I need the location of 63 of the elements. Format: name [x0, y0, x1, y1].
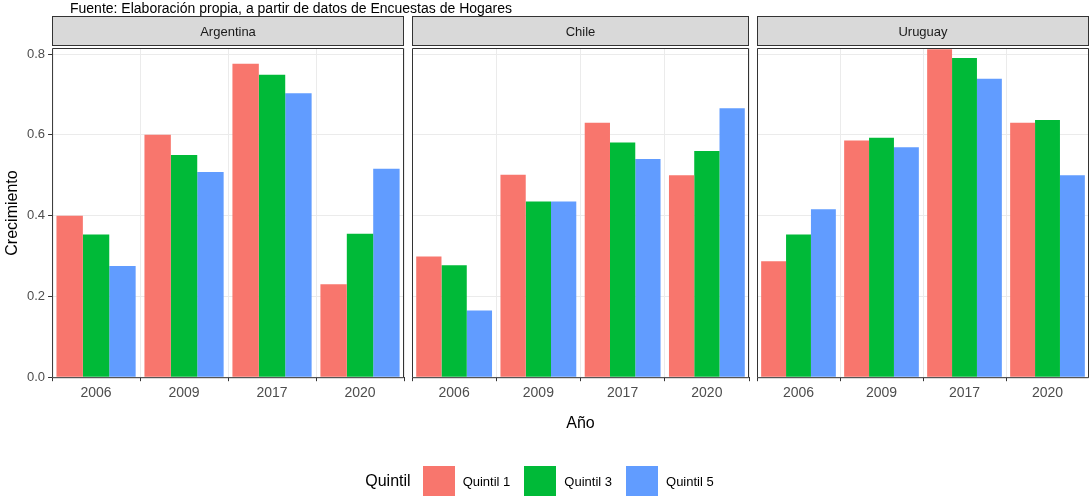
bar [285, 93, 312, 377]
y-tick-label: 0.6 [26, 126, 46, 142]
x-tick-label: 2006 [438, 384, 470, 401]
bar [82, 234, 110, 377]
bar [441, 265, 467, 377]
x-tick-label: 2006 [782, 384, 815, 401]
bar [197, 172, 224, 377]
chart-title: Chile [412, 16, 749, 46]
bar [761, 261, 787, 377]
bar [109, 266, 136, 377]
bar [584, 122, 610, 377]
bar [893, 147, 919, 377]
x-tick-label: 2020 [344, 384, 376, 401]
legend-label: Quintil 3 [564, 473, 613, 489]
x-tick-label: 2009 [865, 384, 898, 401]
x-tick-label: 2006 [80, 384, 112, 401]
y-tick-label: 0.4 [26, 207, 46, 223]
bar [1010, 122, 1036, 377]
chart-title: Argentina [52, 16, 404, 46]
bar [976, 78, 1002, 377]
bar [56, 215, 83, 377]
bar [232, 63, 259, 377]
source-note: Fuente: Elaboración propia, a partir de datos de Encuestas de Hogares [70, 0, 513, 16]
legend-title: Quintil [365, 472, 411, 490]
bar [694, 151, 720, 377]
bar [952, 58, 977, 377]
bar [719, 108, 745, 377]
x-axis-title: Año [565, 414, 596, 432]
y-tick-label: 0.0 [26, 368, 46, 384]
bar [869, 137, 894, 377]
x-tick-label: 2020 [1031, 384, 1064, 401]
bar [258, 74, 286, 377]
bar [373, 168, 400, 377]
x-tick-label: 2020 [691, 384, 723, 401]
bar [551, 201, 577, 377]
x-tick-label: 2017 [607, 384, 639, 401]
legend-label: Quintil 1 [462, 473, 511, 489]
x-tick-label: 2017 [256, 384, 288, 401]
bar [416, 256, 442, 377]
bar [668, 175, 695, 377]
bar [1035, 119, 1060, 377]
bar [1059, 175, 1085, 377]
bar [525, 201, 552, 377]
bar [927, 49, 953, 377]
bar [844, 140, 870, 377]
bar [466, 310, 493, 377]
y-axis-title: Crecimiento [3, 169, 21, 256]
x-tick-label: 2009 [522, 384, 555, 401]
x-tick-label: 2009 [168, 384, 200, 401]
chart-title: Uruguay [757, 16, 1089, 46]
x-tick-label: 2017 [948, 384, 981, 401]
bar [170, 155, 198, 377]
bar [346, 233, 374, 377]
bar [144, 134, 171, 377]
y-tick-label: 0.2 [26, 287, 46, 303]
bar [609, 142, 636, 377]
bar [635, 159, 661, 377]
bar [810, 209, 836, 377]
y-tick-label: 0.8 [26, 45, 46, 61]
bar [786, 234, 811, 377]
bar [320, 284, 347, 377]
bar [500, 174, 526, 377]
legend-label: Quintil 5 [666, 473, 714, 489]
